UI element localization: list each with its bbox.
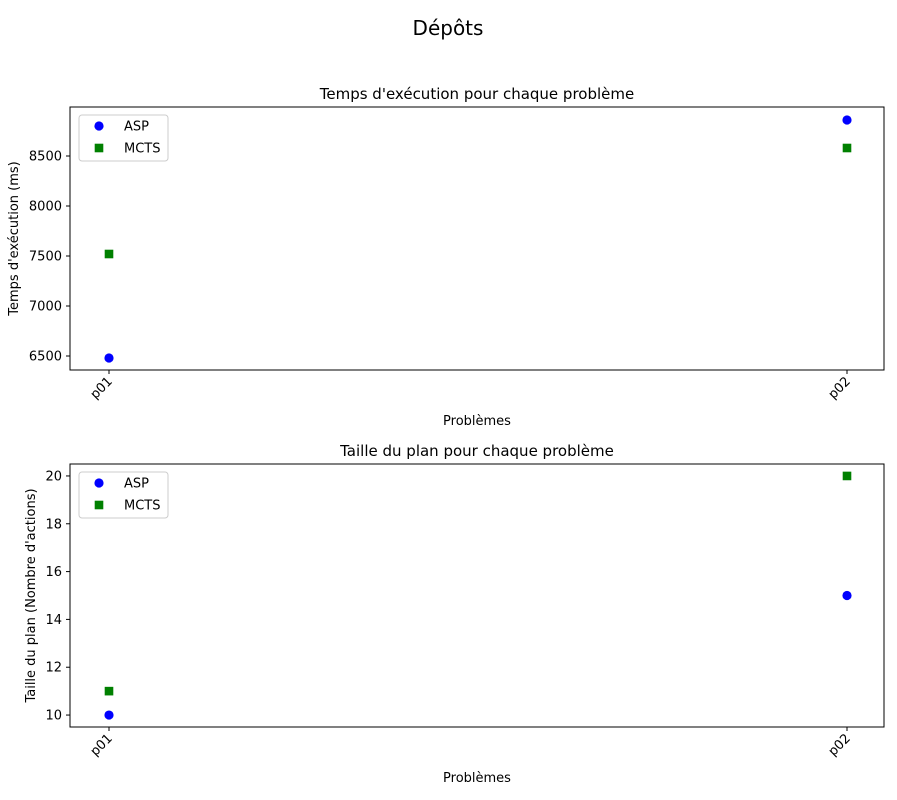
y-tick-label: 8000 — [29, 200, 62, 215]
plan-size-plot: Taille du plan pour chaque problème 10 12 1… — [24, 442, 885, 786]
legend-label-asp: ASP — [124, 477, 149, 492]
plot-frame — [69, 106, 885, 371]
y-tick-label: 20 — [45, 469, 62, 484]
y-tick-label: 12 — [45, 661, 62, 676]
y-tick-label: 7000 — [29, 300, 62, 315]
plot-title: Temps d'exécution pour chaque problème — [319, 85, 634, 103]
plot-frame — [69, 463, 885, 728]
legend-marker-asp — [94, 478, 104, 488]
execution-time-plot: Temps d'exécution pour chaque problème 65… — [7, 85, 885, 429]
legend-marker-asp — [94, 121, 104, 131]
y-tick-label: 14 — [45, 613, 62, 628]
y-tick-label: 8500 — [29, 150, 62, 165]
y-tick-label: 18 — [45, 517, 62, 532]
point-mcts — [842, 471, 852, 481]
figure-title: Dépôts — [413, 16, 484, 40]
x-tick-label: p01 — [88, 374, 116, 402]
legend-label-asp: ASP — [124, 120, 149, 135]
legend-marker-mcts — [94, 143, 104, 153]
point-asp — [842, 590, 852, 601]
x-axis-label: Problèmes — [443, 414, 511, 429]
x-tick-label: p02 — [826, 731, 854, 759]
x-tick-label: p02 — [826, 374, 854, 402]
point-mcts — [104, 686, 114, 696]
y-axis-label: Temps d'exécution (ms) — [7, 161, 22, 316]
plot-title: Taille du plan pour chaque problème — [339, 442, 614, 460]
point-mcts — [104, 249, 114, 259]
point-asp — [842, 115, 852, 125]
x-tick-label: p01 — [88, 731, 116, 759]
y-tick-label: 10 — [45, 709, 62, 724]
y-tick-label: 16 — [45, 565, 62, 580]
legend-label-mcts: MCTS — [124, 499, 161, 514]
point-asp — [104, 710, 114, 720]
legend-marker-mcts — [94, 500, 104, 510]
legend-label-mcts: MCTS — [124, 142, 161, 157]
point-asp — [104, 353, 114, 363]
x-axis-label: Problèmes — [443, 771, 511, 786]
y-tick-label: 6500 — [29, 350, 62, 365]
point-mcts — [842, 143, 852, 153]
y-tick-label: 7500 — [29, 250, 62, 265]
y-axis-label: Taille du plan (Nombre d'actions) — [24, 488, 39, 703]
